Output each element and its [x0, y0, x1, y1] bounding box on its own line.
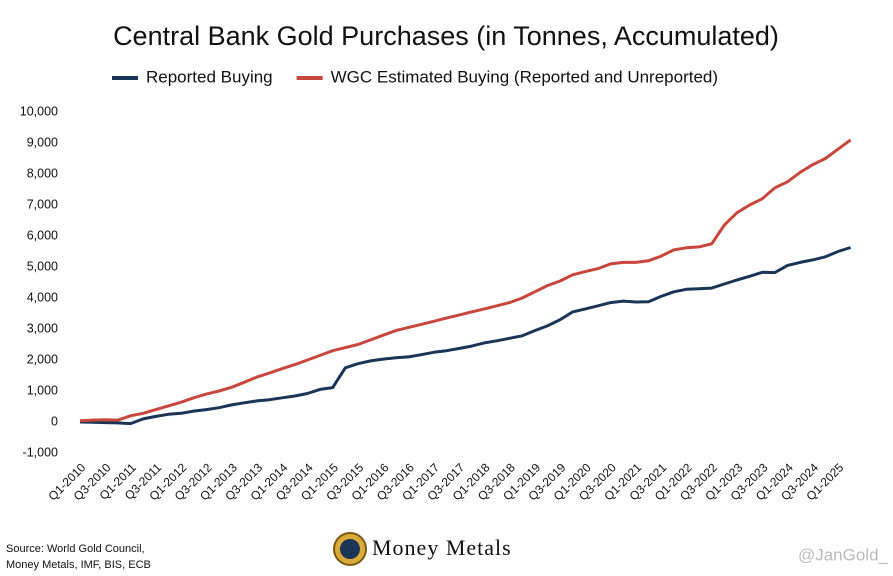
y-tick-label: 7,000 — [27, 197, 58, 211]
y-tick-label: 3,000 — [27, 321, 58, 335]
chart-title: Central Bank Gold Purchases (in Tonnes, … — [113, 21, 779, 51]
y-tick-label: 10,000 — [20, 104, 58, 118]
y-tick-label: 5,000 — [27, 259, 58, 273]
source-line: Source: World Gold Council, — [6, 543, 145, 555]
y-tick-label: 8,000 — [27, 166, 58, 180]
brand: Money Metals — [372, 535, 512, 560]
y-tick-label: 4,000 — [27, 290, 58, 304]
series-line — [79, 246, 852, 426]
y-tick-label: 2,000 — [27, 352, 58, 366]
y-tick-label: 9,000 — [27, 135, 58, 149]
series-line — [79, 138, 852, 423]
legend-label: Reported Buying — [146, 67, 273, 86]
credit: @JanGold_ — [798, 545, 889, 564]
y-tick-label: -1,000 — [23, 445, 58, 459]
brand-logo-inner — [340, 539, 360, 559]
y-tick-label: 1,000 — [27, 383, 58, 397]
source-line: Money Metals, IMF, BIS, ECB — [6, 559, 151, 571]
y-tick-label: 6,000 — [27, 228, 58, 242]
legend-label: WGC Estimated Buying (Reported and Unrep… — [331, 67, 718, 86]
y-tick-label: 0 — [51, 414, 58, 428]
